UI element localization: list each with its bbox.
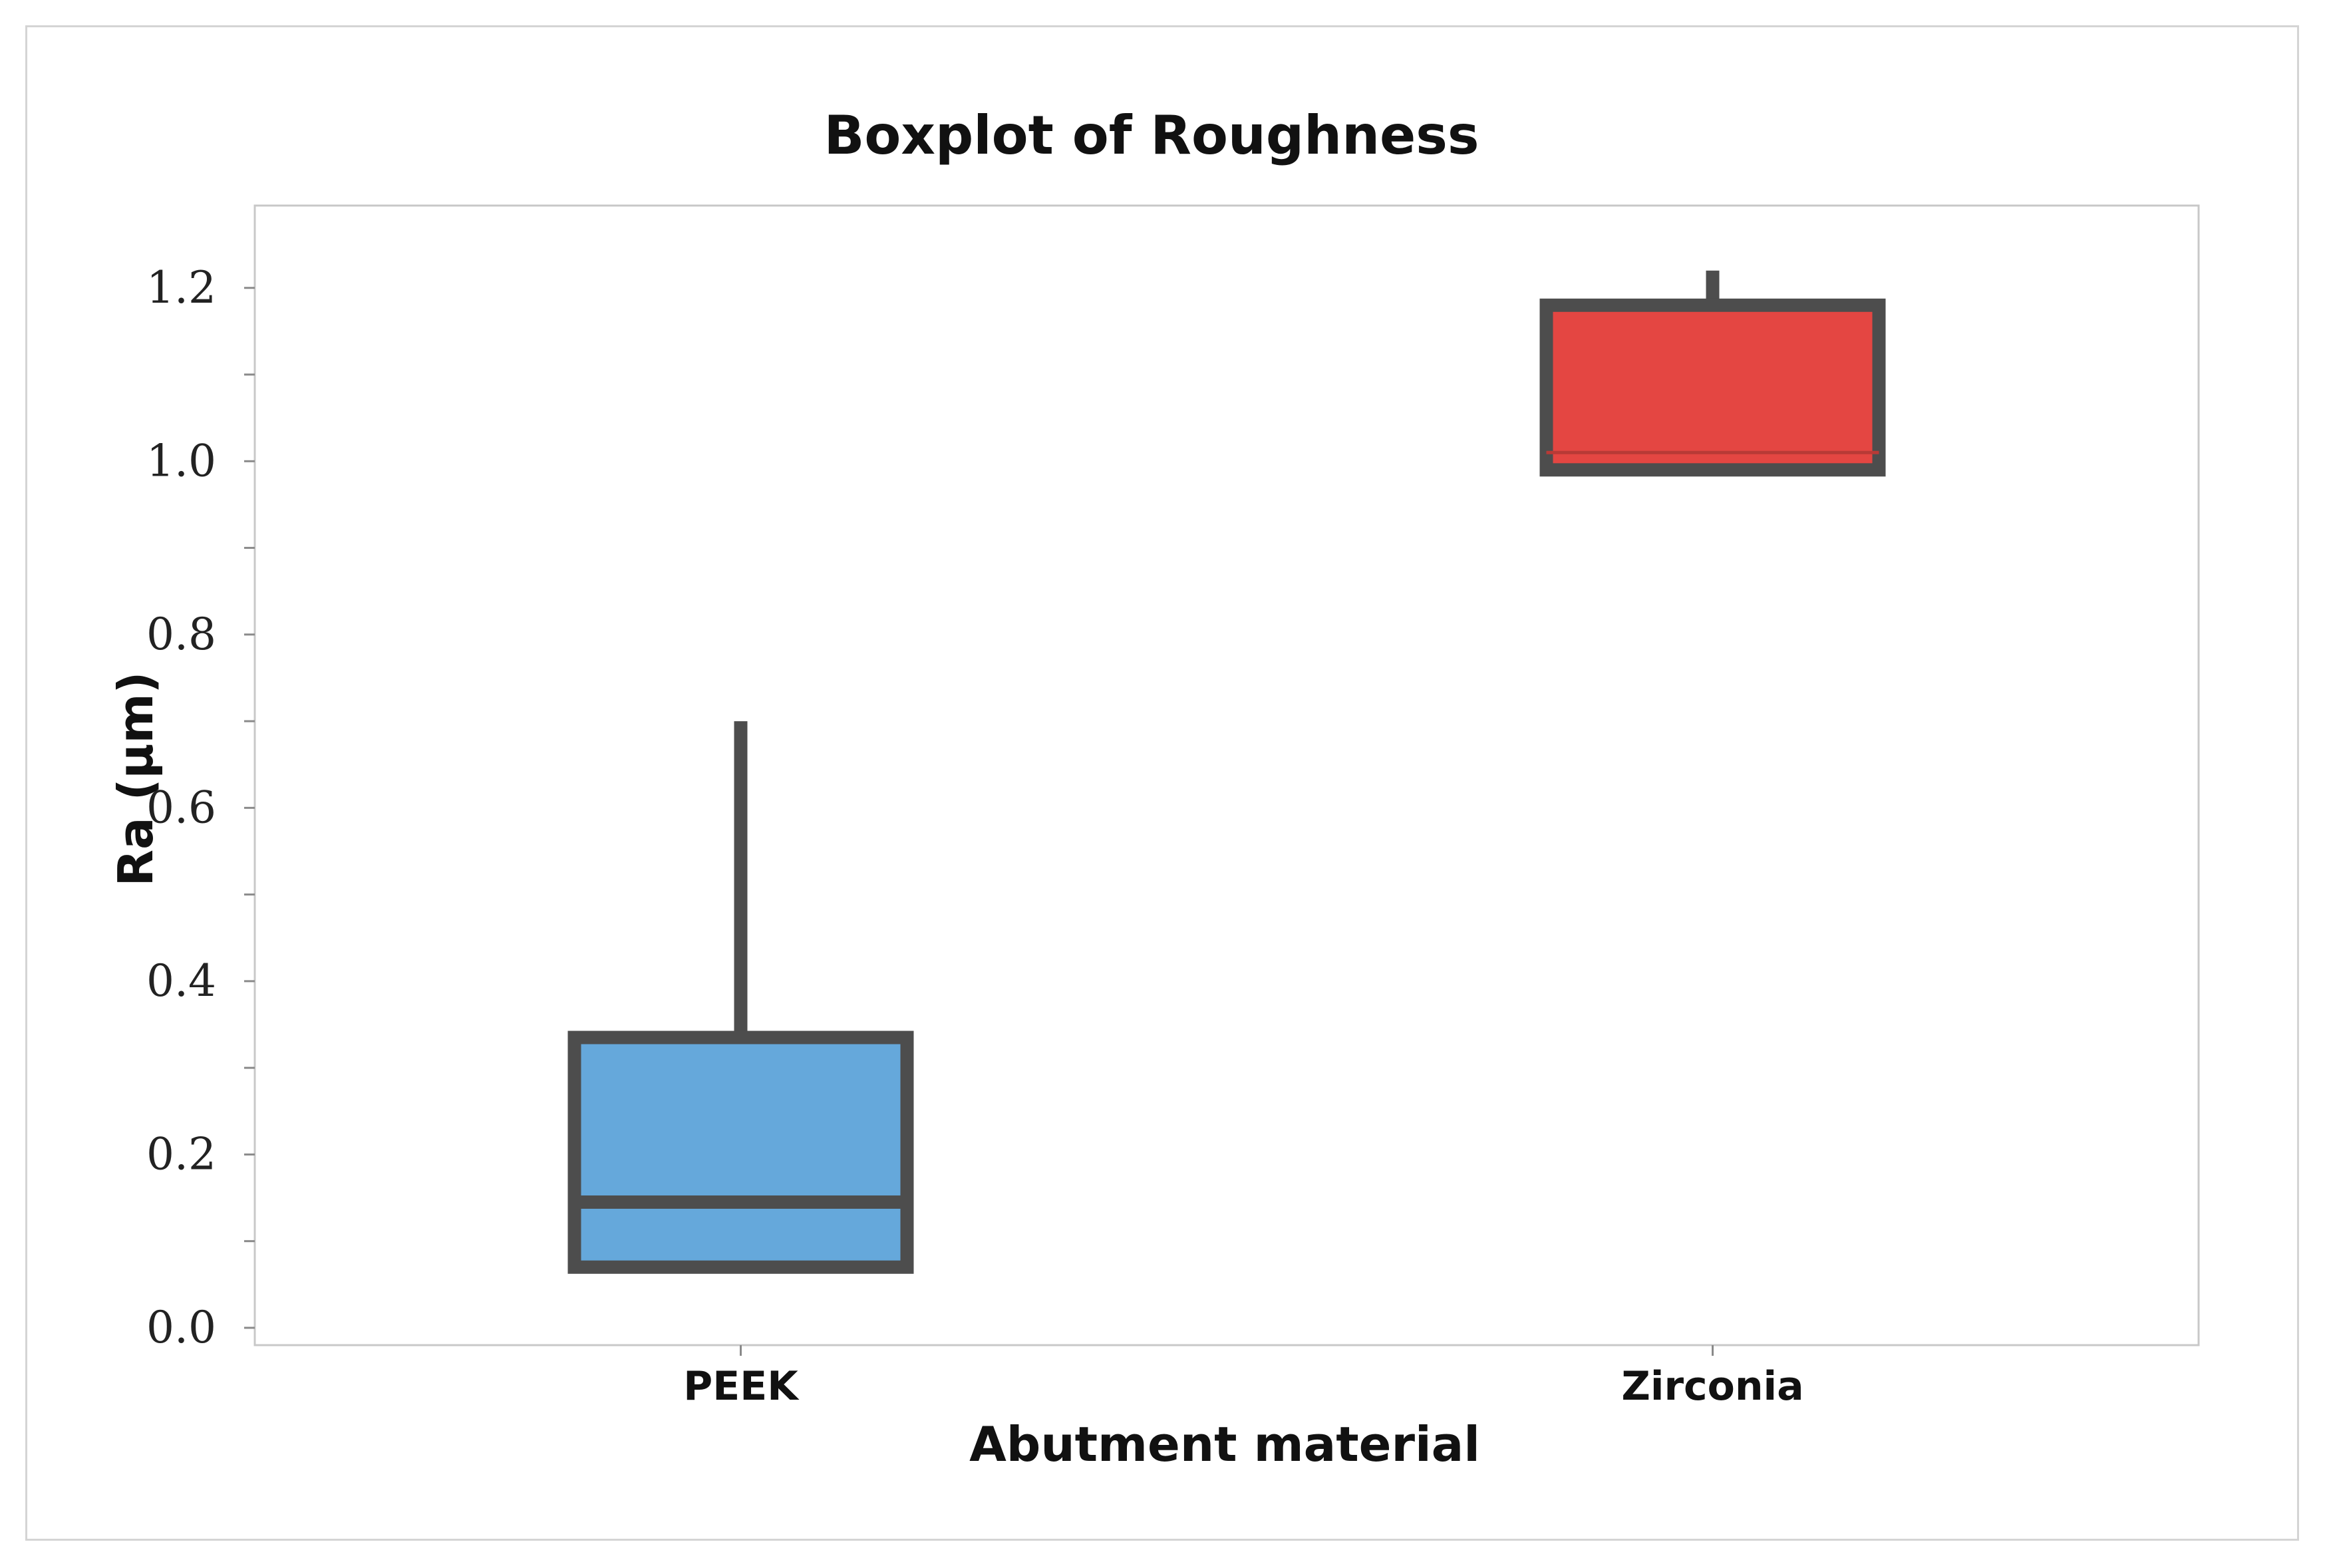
y-tick-label: 1.2 — [146, 262, 216, 313]
x-axis: PEEK Zirconia — [683, 1345, 1804, 1410]
x-tick-label: PEEK — [683, 1363, 800, 1410]
chart-title: Boxplot of Roughness — [824, 104, 1479, 166]
boxplot-chart: Boxplot of Roughness 0.0 0.2 0.4 0.6 0.8 1.0 1… — [108, 104, 2200, 1472]
box-iqr — [567, 1030, 914, 1274]
y-tick-label: 0.0 — [146, 1302, 216, 1353]
plot-area — [253, 204, 2200, 1346]
y-tick-label: 0.2 — [146, 1128, 216, 1179]
chart-frame: Boxplot of Roughness 0.0 0.2 0.4 0.6 0.8 1.0 1… — [25, 25, 2299, 1541]
x-tick-label: Zirconia — [1621, 1363, 1803, 1410]
y-tick-label: 0.6 — [146, 782, 216, 833]
box-iqr — [1539, 298, 1886, 477]
box-zirconia — [1539, 270, 1886, 477]
y-axis-label: Ra (µm) — [108, 672, 164, 887]
x-axis-label: Abutment material — [969, 1416, 1480, 1472]
y-tick-label: 1.0 — [146, 435, 216, 486]
boxes-layer — [567, 270, 1886, 1274]
y-tick-label: 0.8 — [146, 609, 216, 660]
y-tick-label: 0.4 — [146, 955, 216, 1007]
box-peek — [567, 721, 914, 1274]
y-axis: 0.0 0.2 0.4 0.6 0.8 1.0 1.2 — [146, 262, 255, 1353]
